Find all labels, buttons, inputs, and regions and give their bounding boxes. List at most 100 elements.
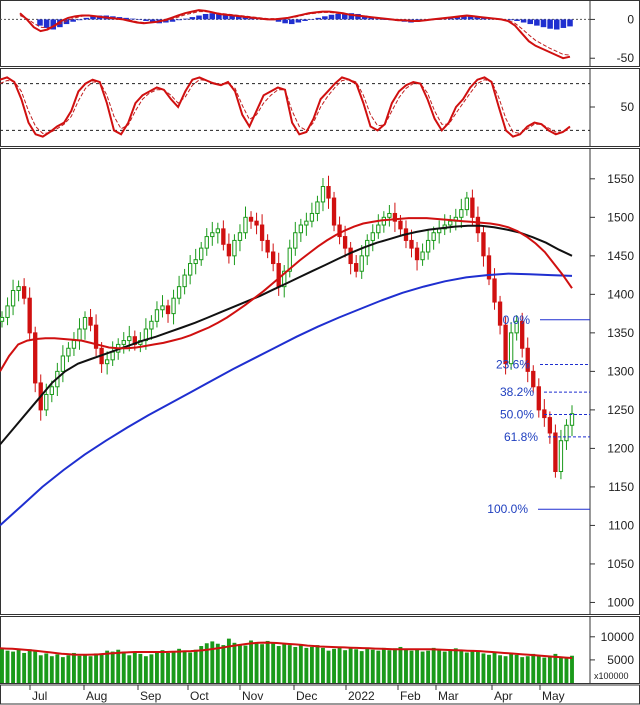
histogram-bar xyxy=(189,17,196,20)
fib-label: 61.8% xyxy=(504,430,538,444)
volume-bar xyxy=(337,646,342,683)
volume-bar xyxy=(282,643,287,683)
candle-body xyxy=(503,324,508,365)
volume-bar xyxy=(387,650,392,683)
fib-label: 50.0% xyxy=(500,408,534,422)
volume-bar xyxy=(177,648,182,683)
candle-body xyxy=(365,239,370,257)
candle-body xyxy=(508,332,514,365)
volume-bar xyxy=(110,651,115,683)
candle-body xyxy=(420,251,425,261)
y-tick-label: 1150 xyxy=(608,480,634,494)
histogram-bar xyxy=(123,17,129,20)
volume-bar xyxy=(276,646,281,683)
candle-body xyxy=(248,216,254,222)
candle-body xyxy=(492,278,497,303)
histogram-bar xyxy=(57,19,63,28)
candle-body xyxy=(569,413,575,426)
histogram-bar xyxy=(315,17,322,20)
candle-body xyxy=(293,232,298,249)
candle-body xyxy=(414,247,420,261)
volume-bar xyxy=(315,645,320,683)
x-tick-label: Nov xyxy=(242,689,263,703)
panel-volume: 10000 5000 x100000 xyxy=(0,616,640,684)
volume-bar xyxy=(470,650,475,683)
candle-body xyxy=(486,255,492,280)
volume-bar xyxy=(160,650,165,683)
volume-bar xyxy=(66,655,71,683)
candle-body xyxy=(481,232,486,257)
oscillator-line xyxy=(0,76,571,138)
volume-bar xyxy=(271,642,276,683)
volume-bar xyxy=(116,649,121,683)
candle-body xyxy=(348,247,353,265)
y-tick-label: 1250 xyxy=(607,403,634,417)
candle-body xyxy=(254,220,259,226)
candle-body xyxy=(232,239,237,257)
candle-body xyxy=(342,236,348,249)
candle-body xyxy=(331,197,337,226)
volume-bar xyxy=(232,642,237,683)
volume-bar xyxy=(475,652,480,683)
volume-bar xyxy=(525,656,530,683)
volume-bar xyxy=(293,646,298,683)
candle-body xyxy=(226,243,232,257)
volume-bar xyxy=(309,646,314,683)
volume-bar xyxy=(204,643,209,683)
candle-body xyxy=(182,274,187,288)
candle-body xyxy=(121,340,126,345)
volume-bar xyxy=(210,641,215,683)
signal-line xyxy=(0,79,571,135)
x-tick-label: Mar xyxy=(438,689,459,703)
histogram-bar xyxy=(242,17,249,20)
volume-bar xyxy=(426,650,431,683)
candle-body xyxy=(259,224,265,241)
volume-bar xyxy=(127,655,132,683)
histogram-bar xyxy=(149,19,156,23)
volume-bar xyxy=(498,655,502,683)
histogram-bar xyxy=(83,17,90,20)
candle-body xyxy=(77,328,82,342)
candle-body xyxy=(315,201,320,214)
candle-body xyxy=(309,212,315,222)
candle-body xyxy=(82,316,88,330)
y-tick-label: 0 xyxy=(627,12,634,26)
candle-body xyxy=(127,336,132,342)
candle-body xyxy=(320,186,326,203)
volume-bar xyxy=(520,657,525,683)
volume-bar xyxy=(0,648,4,683)
volume-bar xyxy=(55,654,60,683)
volume-bar xyxy=(60,657,65,683)
histogram-bar xyxy=(328,14,335,20)
histogram-bar xyxy=(70,19,76,22)
histogram-bar xyxy=(368,17,375,20)
fib-label: 100.0% xyxy=(487,502,528,516)
ma-fast-line xyxy=(0,217,573,372)
volume-bar xyxy=(453,648,458,683)
x-tick-label: Jul xyxy=(32,689,47,703)
candle-body xyxy=(298,224,303,234)
x-tick-label: Sep xyxy=(140,689,162,703)
ma-mid-line xyxy=(0,224,573,446)
candle-body xyxy=(525,347,530,372)
histogram-bar xyxy=(202,13,209,20)
candle-body xyxy=(165,305,171,315)
candle-body xyxy=(464,197,470,211)
volume-bar xyxy=(99,654,104,683)
volume-bar xyxy=(121,652,126,683)
candle-body xyxy=(542,409,547,419)
volume-bar xyxy=(348,647,353,683)
volume-bar xyxy=(22,652,27,683)
histogram-bar xyxy=(520,19,527,23)
histogram-bar xyxy=(90,16,96,20)
histogram-bar xyxy=(507,19,514,21)
volume-bar xyxy=(514,654,519,683)
histogram-bar xyxy=(534,19,540,26)
candle-body xyxy=(49,386,54,395)
volume-bar xyxy=(381,647,386,683)
volume-bar xyxy=(437,649,442,683)
volume-bar xyxy=(332,648,336,683)
candle-body xyxy=(104,359,110,365)
y-tick-label: 1400 xyxy=(607,287,634,301)
volume-bar xyxy=(531,653,536,683)
